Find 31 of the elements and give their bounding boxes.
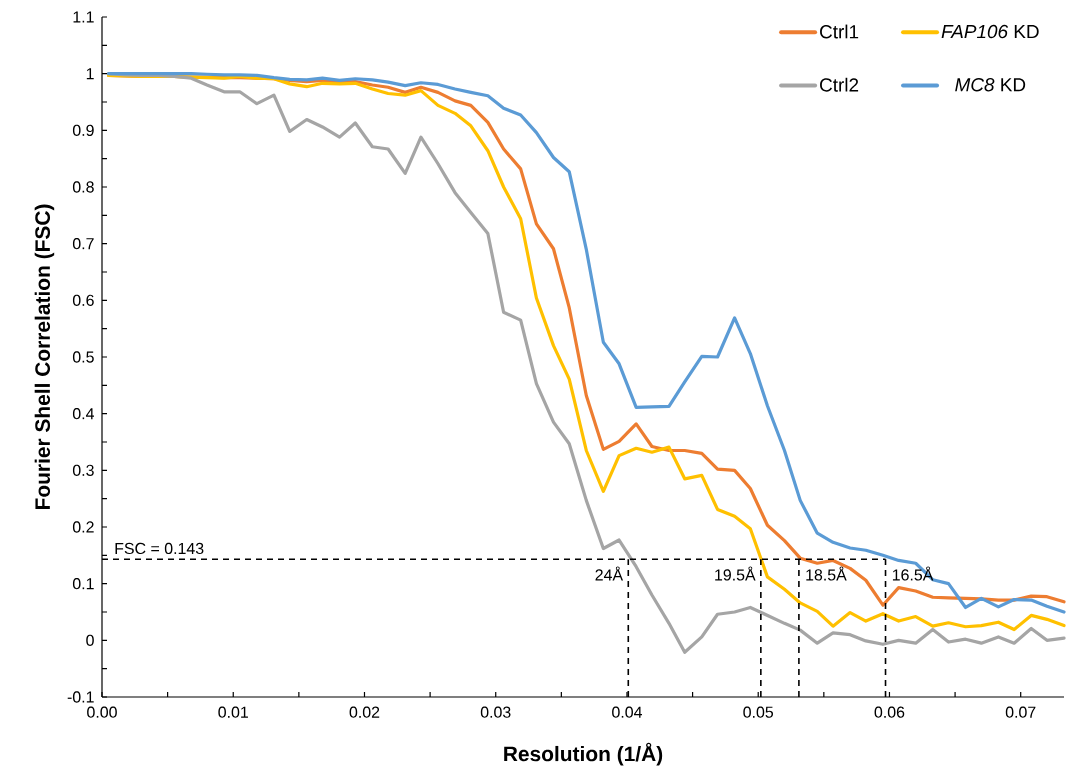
x-tick-label: 0.03 xyxy=(480,706,511,718)
x-tick-label: 0.05 xyxy=(743,706,774,718)
y-axis-title: Fourier Shell Correlation (FSC) xyxy=(34,204,55,510)
y-tick-label: 0.8 xyxy=(72,181,94,193)
legend-label: FAP106 KD xyxy=(941,24,1039,39)
y-tick-label: 0.4 xyxy=(72,408,95,420)
x-tick-label: 0.06 xyxy=(874,706,905,718)
ref-line-label: 24Å xyxy=(595,566,624,581)
x-tick-label: 0.04 xyxy=(612,706,643,718)
x-tick-label: 0.00 xyxy=(87,706,117,718)
ref-line-label: 19.5Å xyxy=(715,566,756,581)
x-tick-label: 0.02 xyxy=(349,706,380,718)
legend-label: MC8 KD xyxy=(955,78,1026,92)
y-tick-label: 0.2 xyxy=(72,521,94,533)
y-tick-label: -0.1 xyxy=(67,691,94,703)
x-tick-label: 0.01 xyxy=(218,706,248,718)
y-tick-label: 1.1 xyxy=(73,11,94,23)
y-tick-label: 0.6 xyxy=(72,294,94,306)
x-tick-label: 0.07 xyxy=(1005,706,1036,718)
legend-label: Ctrl1 xyxy=(820,24,859,39)
y-tick-label: 1 xyxy=(86,68,94,80)
y-tick-label: 0.3 xyxy=(72,464,94,476)
ref-line-label: FSC = 0.143 xyxy=(115,542,204,555)
y-tick-label: 0.1 xyxy=(72,578,94,590)
legend-label: Ctrl2 xyxy=(820,77,859,92)
y-tick-label: 0 xyxy=(86,634,94,646)
y-tick-label: 0.7 xyxy=(72,238,94,250)
x-axis-title: Resolution (1/Å) xyxy=(504,742,663,766)
y-tick-label: 0.5 xyxy=(72,351,94,363)
ref-line-label: 18.5Å xyxy=(806,566,847,581)
y-tick-label: 0.9 xyxy=(72,124,94,136)
